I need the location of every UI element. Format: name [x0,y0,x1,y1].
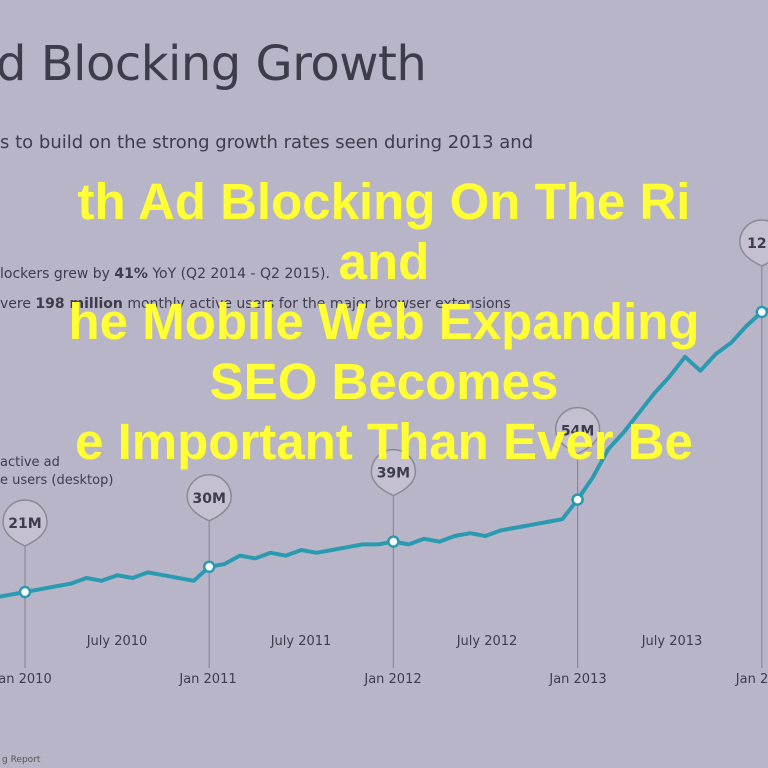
data-point-marker [571,493,584,506]
series-line [0,307,768,599]
stat-line-users: vere 198 million monthly active users fo… [0,296,511,312]
callout-bubble [739,219,768,267]
slide-title: d Blocking Growth [0,36,427,92]
stat-1-highlight: 41% [114,266,148,282]
x-tick-label: Jan 2013 [548,672,606,687]
y-axis-label-line-1: active ad [0,455,60,470]
stat-line-growth: lockers grew by 41% YoY (Q2 2014 - Q2 20… [0,266,330,282]
callout-label: 54M [561,424,594,440]
data-point-marker [755,305,768,319]
stat-1-prefix: lockers grew by [0,266,115,282]
x-tick-label: Jan 2 [735,672,768,687]
callout-label: 21M [8,516,41,532]
stat-2-suffix: monthly active users for the major brows… [122,296,511,312]
stat-2-highlight: 198 million [35,296,123,312]
stat-1-suffix: YoY (Q2 2014 - Q2 2015). [147,266,330,282]
slide-subtitle: s to build on the strong growth rates se… [0,132,534,153]
source-note: g Report [2,755,41,765]
data-point-marker [387,535,400,548]
x-tick-label: an 2010 [0,672,52,687]
callout-bubble [2,499,48,547]
callout-label: 39M [377,466,410,482]
x-tick-label: Jan 2011 [178,672,236,687]
callout-bubble [554,406,601,455]
x-tick-label: Jan 2012 [363,672,421,687]
x-tick-label: July 2010 [86,634,148,649]
callout-bubble [370,448,417,497]
callout-bubble [186,474,232,522]
x-tick-label: July 2011 [270,634,332,649]
callout-label: 121 [747,236,768,252]
data-point-marker [18,585,32,599]
y-axis-label-line-2: e users (desktop) [0,473,114,488]
callout-label: 30M [192,491,225,507]
x-tick-label: July 2012 [456,634,518,649]
data-point-marker [202,560,216,574]
x-tick-label: July 2013 [641,634,703,649]
stat-2-prefix: vere [0,296,36,312]
